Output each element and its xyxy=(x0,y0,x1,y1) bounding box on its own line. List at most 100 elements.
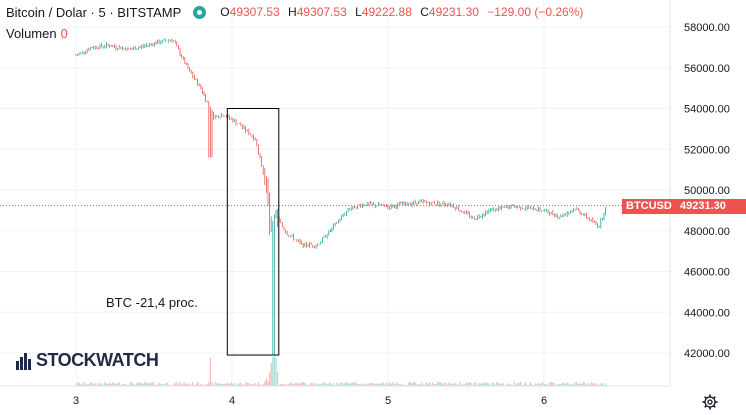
volume-bar xyxy=(227,382,229,386)
volume-bar xyxy=(211,382,213,386)
time-tick-label: 4 xyxy=(229,395,235,407)
volume-bar xyxy=(547,384,549,386)
volume-bar xyxy=(177,384,179,386)
volume-bar xyxy=(355,382,357,386)
volume-bar xyxy=(557,384,559,386)
volume-bar xyxy=(229,384,231,386)
volume-bar xyxy=(264,381,266,386)
volume-bar xyxy=(198,384,200,386)
volume-bar xyxy=(361,384,363,386)
volume-bar xyxy=(405,384,407,386)
volume-bar xyxy=(413,382,415,386)
volume-bar xyxy=(174,383,176,386)
volume-bar xyxy=(285,383,287,386)
volume-bar xyxy=(75,384,77,386)
volume-bar xyxy=(195,384,197,386)
volume-bar xyxy=(78,382,80,386)
volume-bar xyxy=(257,382,259,386)
price-tick-label: 50000.00 xyxy=(684,185,730,197)
volume-bar xyxy=(246,382,248,386)
volume-bar xyxy=(80,384,82,386)
volume-bar xyxy=(481,383,483,386)
volume-bar xyxy=(166,382,168,386)
volume-bar xyxy=(341,382,343,386)
volume-bar xyxy=(320,384,322,386)
volume-bar xyxy=(261,384,263,386)
volume-bar xyxy=(582,382,584,386)
volume-bar xyxy=(105,383,107,386)
volume-bar xyxy=(280,383,282,386)
volume-bar xyxy=(337,384,339,386)
highlight-box xyxy=(226,108,280,356)
gear-icon[interactable] xyxy=(702,394,718,410)
volume-bar xyxy=(232,384,234,386)
volume-bar xyxy=(565,383,567,386)
volume-bar xyxy=(230,382,232,386)
volume-bar xyxy=(438,382,440,386)
volume-bar xyxy=(283,384,285,386)
volume-bar xyxy=(589,384,591,386)
candles xyxy=(75,38,606,356)
volume-bar xyxy=(381,383,383,386)
volume-bar xyxy=(294,383,296,386)
volume-bar xyxy=(163,384,165,386)
volume-bar xyxy=(85,384,87,386)
volume-bar xyxy=(417,384,419,386)
volume-bar xyxy=(233,382,235,386)
volume-bar xyxy=(433,384,435,386)
time-tick-label: 6 xyxy=(541,395,547,407)
volume-bar xyxy=(462,384,464,386)
ohlc-low-value: 49222.88 xyxy=(361,5,412,19)
ohlc-low-label: L xyxy=(355,5,362,19)
logo-bars-icon xyxy=(16,352,31,370)
volume-bar xyxy=(245,382,247,386)
volume-bar xyxy=(521,384,523,386)
volume-bar xyxy=(408,382,410,386)
volume-bar xyxy=(464,384,466,386)
volume-bar xyxy=(288,384,290,386)
volume-bar xyxy=(461,384,463,386)
volume-legend[interactable]: Volumen 0 xyxy=(6,26,68,41)
volume-bar xyxy=(365,384,367,386)
volume-bar xyxy=(254,382,256,386)
ohlc-high-value: 49307.53 xyxy=(296,5,347,19)
volume-bar xyxy=(328,383,330,386)
volume-bar xyxy=(571,383,573,386)
volume-bar xyxy=(262,384,264,386)
volume-bar xyxy=(297,383,299,386)
volume-bar xyxy=(453,383,455,386)
volume-bar xyxy=(313,384,315,386)
volume-bar xyxy=(77,382,79,386)
volume-bar xyxy=(336,382,338,386)
volume-bar xyxy=(165,383,167,386)
price-tick-label: 54000.00 xyxy=(684,104,730,116)
volume-bar xyxy=(181,384,183,386)
price-tick-label: 52000.00 xyxy=(684,144,730,156)
price-tick-label: 48000.00 xyxy=(684,226,730,238)
symbol-title[interactable]: Bitcoin / Dolar · 5 · BITSTAMP xyxy=(6,4,182,20)
volume-bar xyxy=(531,384,533,386)
volume-bar xyxy=(158,382,160,386)
volume-bar xyxy=(512,384,514,386)
volume-bar xyxy=(96,384,98,386)
volume-bar xyxy=(605,383,607,386)
volume-bar xyxy=(102,384,104,386)
volume-bar xyxy=(286,384,288,386)
volume-bar xyxy=(161,383,163,386)
volume-bar xyxy=(515,384,517,386)
volume-bar xyxy=(221,383,223,386)
volume-bar xyxy=(513,382,515,386)
volume-bar xyxy=(93,384,95,386)
volume-bar xyxy=(208,382,210,386)
volume-bar xyxy=(360,384,362,386)
volume-bar xyxy=(299,383,301,386)
ohlc-close-label: C xyxy=(420,5,429,19)
volume-bar xyxy=(517,383,519,386)
volume-bar xyxy=(593,383,595,386)
volume-bar xyxy=(363,383,365,386)
volume-bar xyxy=(469,382,471,386)
symbol-badge: BTCUSD xyxy=(622,199,676,214)
volume-bar xyxy=(494,384,496,386)
volume-bar xyxy=(259,384,261,386)
